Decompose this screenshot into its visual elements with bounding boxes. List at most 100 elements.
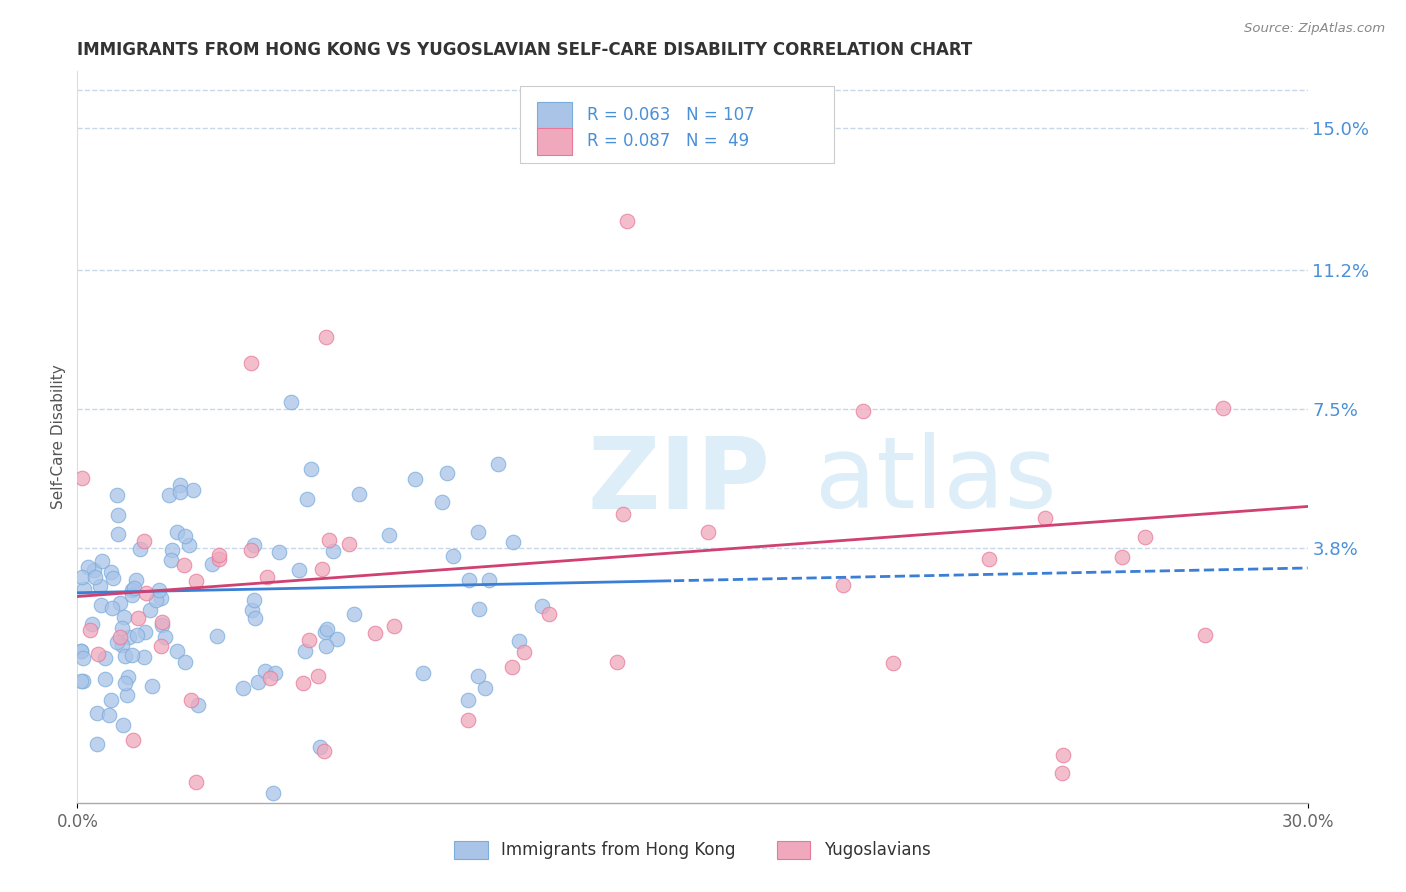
Point — [70, 644, 93, 658]
Point — [108, 630, 131, 644]
Point — [125, 628, 148, 642]
Point — [412, 666, 434, 681]
Point — [132, 650, 155, 665]
Text: IMMIGRANTS FROM HONG KONG VS YUGOSLAVIAN SELF-CARE DISABILITY CORRELATION CHART: IMMIGRANTS FROM HONG KONG VS YUGOSLAVIAN… — [77, 41, 973, 59]
Point — [111, 717, 134, 731]
Point — [1052, 765, 1074, 780]
FancyBboxPatch shape — [520, 86, 834, 163]
Point — [166, 524, 188, 539]
Point — [87, 647, 110, 661]
Point — [94, 673, 117, 687]
Point — [86, 737, 108, 751]
Point — [246, 675, 269, 690]
Point — [315, 330, 337, 344]
Point — [177, 538, 200, 552]
Point — [105, 488, 128, 502]
Point — [118, 630, 141, 644]
Point — [240, 542, 263, 557]
Point — [316, 623, 339, 637]
Point — [132, 534, 155, 549]
Point — [73, 582, 96, 596]
Point — [287, 563, 309, 577]
Point — [90, 598, 112, 612]
Point — [378, 528, 401, 542]
Point — [201, 557, 224, 571]
Point — [264, 665, 287, 680]
Point — [1052, 748, 1074, 763]
Point — [135, 586, 157, 600]
Point — [184, 574, 207, 588]
Text: Source: ZipAtlas.com: Source: ZipAtlas.com — [1244, 22, 1385, 36]
Point — [979, 552, 1001, 566]
Point — [150, 617, 173, 632]
Point — [1033, 511, 1056, 525]
Point — [616, 214, 638, 228]
Point — [474, 681, 496, 696]
Point — [100, 566, 122, 580]
Point — [125, 573, 148, 587]
Point — [127, 611, 149, 625]
Point — [89, 579, 111, 593]
Point — [606, 655, 628, 669]
Point — [318, 533, 340, 547]
Point — [468, 602, 491, 616]
Point — [347, 487, 370, 501]
Point — [107, 508, 129, 522]
Point — [696, 524, 718, 539]
Point — [160, 542, 183, 557]
Point — [1212, 401, 1234, 416]
Point — [405, 472, 427, 486]
Point — [240, 356, 263, 370]
Point — [537, 607, 560, 622]
Text: atlas: atlas — [815, 433, 1057, 530]
Point — [314, 625, 336, 640]
Point — [186, 698, 208, 713]
Point — [169, 485, 191, 500]
Point — [256, 570, 278, 584]
Point — [150, 615, 173, 629]
Point — [232, 681, 254, 695]
Point — [852, 404, 875, 418]
Point — [173, 558, 195, 572]
Point — [530, 599, 553, 614]
Point — [114, 649, 136, 664]
Point — [326, 632, 349, 647]
Point — [208, 549, 231, 563]
Point — [253, 664, 276, 678]
Point — [307, 669, 329, 683]
Point — [105, 634, 128, 648]
Point — [612, 507, 634, 521]
Point — [91, 554, 114, 568]
Point — [486, 457, 509, 471]
Point — [70, 673, 93, 688]
Point — [150, 591, 173, 606]
Point — [100, 692, 122, 706]
Point — [124, 581, 146, 595]
Point — [70, 471, 93, 485]
Point — [70, 643, 93, 657]
Point — [343, 607, 366, 622]
Point — [243, 538, 266, 552]
Point — [436, 466, 458, 480]
Point — [72, 651, 94, 665]
Point — [243, 593, 266, 607]
Point — [145, 592, 167, 607]
Point — [157, 488, 180, 502]
Point — [121, 582, 143, 597]
Point — [337, 536, 360, 550]
Point — [134, 625, 156, 640]
Point — [111, 638, 134, 652]
Point — [166, 644, 188, 658]
Y-axis label: Self-Care Disability: Self-Care Disability — [51, 365, 66, 509]
Point — [430, 495, 453, 509]
Point — [181, 483, 204, 498]
Point — [150, 640, 173, 654]
Point — [501, 660, 523, 674]
Point — [280, 395, 302, 409]
Point — [441, 549, 464, 563]
Point — [115, 688, 138, 702]
Point — [1111, 549, 1133, 564]
Text: R = 0.063   N = 107: R = 0.063 N = 107 — [586, 106, 754, 124]
Point — [309, 740, 332, 755]
Point — [262, 787, 284, 801]
